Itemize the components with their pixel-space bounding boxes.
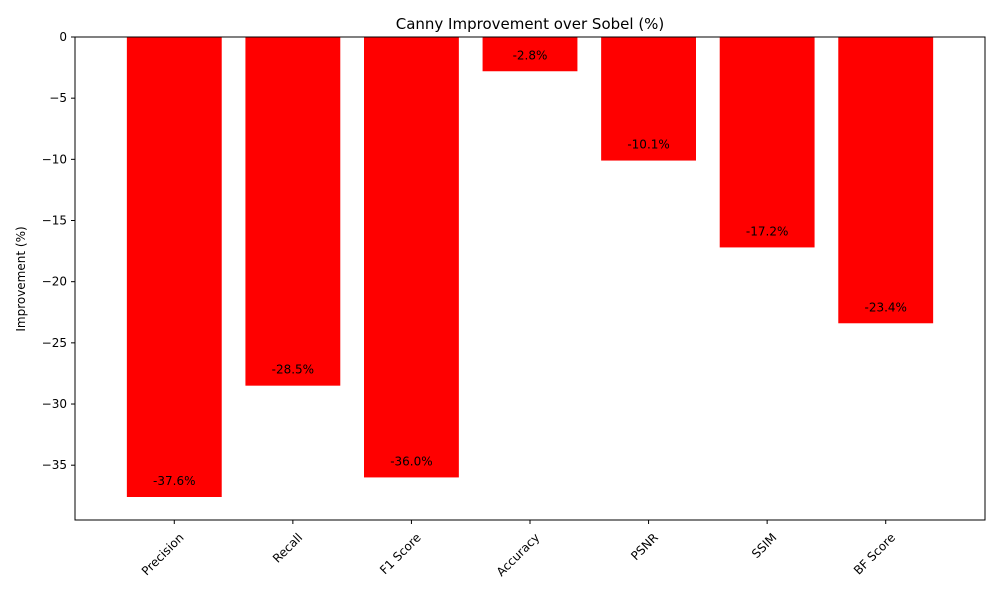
y-tick-label: −30: [42, 397, 67, 411]
data-label: -28.5%: [272, 363, 314, 377]
axes-frame: [74, 36, 986, 521]
bar-bf-score: [838, 37, 934, 324]
data-label: -36.0%: [390, 454, 432, 468]
plot-frame: [74, 36, 986, 521]
x-tick-label-precision: Precision: [139, 530, 187, 578]
bar-precision: [126, 37, 222, 497]
y-tick-label: −25: [42, 336, 67, 350]
bars-group: [126, 37, 934, 497]
x-axis-ticks: Precision Recall F1 Score Accuracy PSNR SSIM B…: [139, 520, 898, 579]
x-tick-label-recall: Recall: [270, 530, 305, 565]
bar-recall: [245, 37, 341, 386]
data-label: -17.2%: [746, 224, 788, 238]
bar-psnr: [601, 37, 696, 161]
x-tick-label-bf-score: BF Score: [851, 530, 898, 577]
y-tick-label: −5: [49, 91, 67, 105]
y-tick-label: −15: [42, 214, 67, 228]
data-label: -2.8%: [513, 48, 548, 62]
y-tick-label: 0: [59, 30, 67, 44]
data-label: -23.4%: [864, 300, 906, 314]
bar-accuracy: [482, 37, 578, 72]
bar-ssim: [719, 37, 815, 248]
y-tick-label: −10: [42, 152, 67, 166]
x-tick-label-psnr: PSNR: [628, 530, 661, 563]
x-tick-label-accuracy: Accuracy: [494, 530, 543, 579]
y-tick-label: −20: [42, 275, 67, 289]
y-axis-ticks: 0 −5 −10 −15 −20 −25 −30 −35: [42, 30, 75, 472]
x-tick-label-f1-score: F1 Score: [377, 530, 424, 577]
data-labels-group: -37.6% -28.5% -36.0% -2.8% -10.1% -17.2% -23.4…: [153, 48, 907, 488]
x-tick-label-ssim: SSIM: [749, 530, 780, 561]
chart-title: Canny Improvement over Sobel (%): [396, 15, 665, 33]
y-axis-label: Improvement (%): [14, 226, 28, 331]
data-label: -37.6%: [153, 474, 195, 488]
data-label: -10.1%: [627, 138, 669, 152]
y-tick-label: −35: [42, 458, 67, 472]
bar-f1-score: [364, 37, 459, 478]
